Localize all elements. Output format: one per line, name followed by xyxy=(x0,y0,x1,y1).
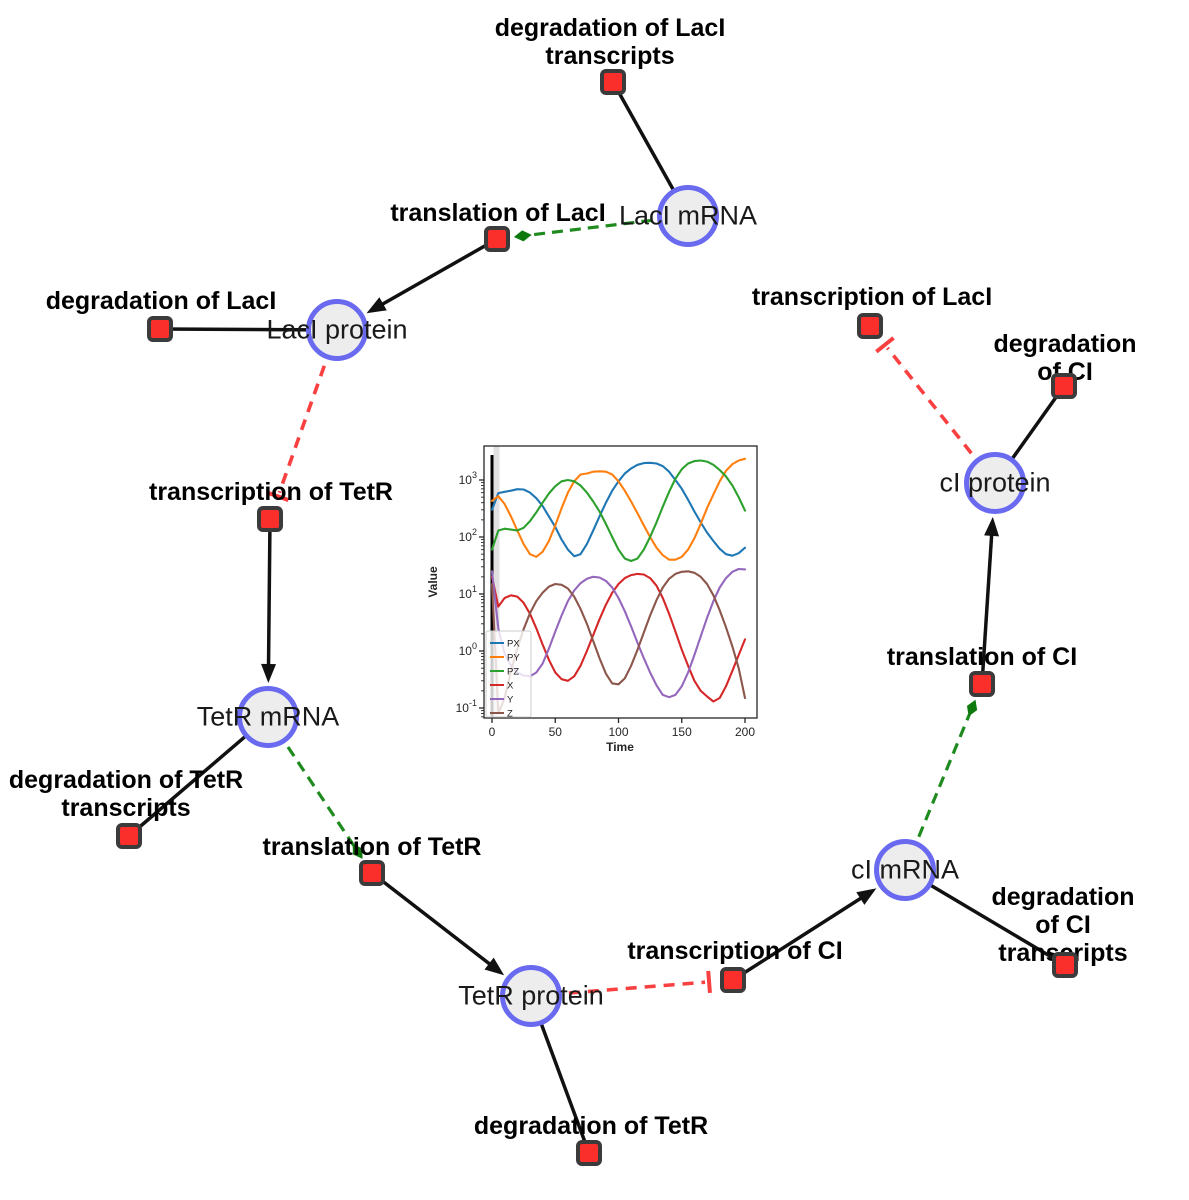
reaction-node-deg_cI_tx[interactable] xyxy=(1052,952,1078,978)
species-node-cI_mRNA[interactable]: cI mRNA xyxy=(851,839,959,901)
reaction-node-transl_cI[interactable] xyxy=(969,671,995,697)
reaction-node-deg_cI[interactable] xyxy=(1051,373,1077,399)
reaction-label-deg_cI: degradation of CI xyxy=(993,330,1137,386)
species-node-tetR_mRNA[interactable]: TetR mRNA xyxy=(197,686,339,748)
reaction-label-deg_tetR_tx: degradation of TetR transcripts xyxy=(8,766,244,822)
reaction-label-transl_tetR: translation of TetR xyxy=(262,833,482,861)
reaction-node-txn_cI[interactable] xyxy=(720,967,746,993)
species-label-cI_prot: cI protein xyxy=(939,467,1051,498)
reaction-label-txn_cI: transcription of CI xyxy=(627,937,843,965)
reaction-label-transl_lacI: translation of LacI xyxy=(390,199,606,227)
reaction-node-txn_lacI[interactable] xyxy=(857,313,883,339)
reaction-node-txn_tetR[interactable] xyxy=(257,506,283,532)
chart-y-axis-title: Value xyxy=(426,566,440,598)
reaction-label-txn_lacI: transcription of LacI xyxy=(751,283,993,311)
species-label-cI_mRNA: cI mRNA xyxy=(851,854,959,885)
reaction-label-transl_cI: translation of CI xyxy=(886,643,1078,671)
species-label-tetR_prot: TetR protein xyxy=(458,980,604,1011)
reaction-node-deg_lacI[interactable] xyxy=(147,316,173,342)
reaction-label-txn_tetR: transcription of TetR xyxy=(149,478,393,506)
reaction-node-transl_lacI[interactable] xyxy=(484,226,510,252)
species-label-lacI_mRNA: LacI mRNA xyxy=(618,200,758,231)
species-label-tetR_mRNA: TetR mRNA xyxy=(196,701,340,732)
reaction-label-deg_lacI: degradation of LacI xyxy=(45,287,277,315)
species-node-tetR_prot[interactable]: TetR protein xyxy=(458,965,604,1027)
reaction-node-deg_tetR[interactable] xyxy=(576,1140,602,1166)
species-node-lacI_mRNA[interactable]: LacI mRNA xyxy=(619,185,757,247)
chart-x-axis-title: Time xyxy=(606,740,634,754)
species-node-cI_prot[interactable]: cI protein xyxy=(939,452,1051,514)
reaction-label-deg_tetR: degradation of TetR xyxy=(473,1112,709,1140)
reaction-node-deg_tetR_tx[interactable] xyxy=(116,823,142,849)
species-label-lacI_prot: LacI protein xyxy=(266,314,408,345)
reaction-node-transl_tetR[interactable] xyxy=(359,860,385,886)
species-node-lacI_prot[interactable]: LacI protein xyxy=(266,299,408,361)
reaction-node-deg_lacI_tx[interactable] xyxy=(600,69,626,95)
reaction-label-deg_lacI_tx: degradation of LacI transcripts xyxy=(494,14,726,70)
